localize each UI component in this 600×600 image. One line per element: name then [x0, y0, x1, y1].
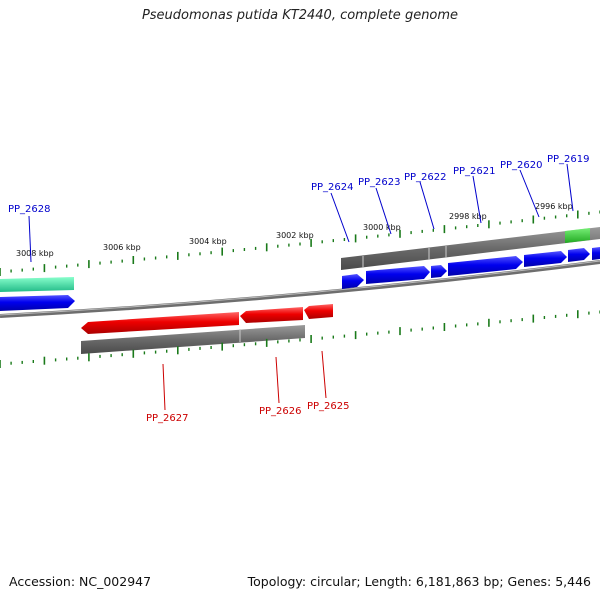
reverse-gene-leaders	[162, 350, 327, 411]
kbp-scale-labels: 3008 kbp 3006 kbp 3004 kbp 3002 kbp 3000…	[16, 202, 573, 258]
genome-summary-text: Topology: circular; Length: 6,181,863 bp…	[247, 574, 591, 589]
gene-arrow-pp2628	[0, 295, 75, 311]
kbp-label: 3002 kbp	[276, 231, 314, 240]
kbp-label: 3000 kbp	[363, 223, 401, 232]
gene-arrow-pp2626	[240, 307, 303, 323]
gene-label-pp2624: PP_2624	[311, 182, 354, 193]
gene-arrow-pp2625	[304, 304, 333, 319]
gene-label-pp2626: PP_2626	[259, 406, 302, 417]
gene-arrow-pp2620	[524, 251, 567, 267]
kbp-label: 2996 kbp	[535, 202, 573, 211]
gene-label-pp2623: PP_2623	[358, 177, 401, 188]
upper-tick-marks	[0, 210, 600, 276]
forward-gene-arrows	[0, 247, 600, 311]
rna-gene-green	[565, 228, 590, 243]
highlight-gene-bar	[0, 277, 74, 292]
gene-arrow-pp2624	[342, 274, 364, 289]
forward-strand-bar	[341, 227, 600, 270]
gene-arrow-pp2627	[81, 312, 239, 334]
kbp-label: 3004 kbp	[189, 237, 227, 246]
gene-arrow-pp2622	[431, 265, 447, 278]
gene-arrow-pp2621	[448, 256, 523, 276]
forward-gene-labels: PP_2628 PP_2624 PP_2623 PP_2622 PP_2621 …	[8, 154, 590, 215]
forward-gene-leaders	[28, 163, 574, 263]
gene-label-pp2625: PP_2625	[307, 401, 350, 412]
gene-label-pp2620: PP_2620	[500, 160, 543, 171]
map-title: Pseudomonas putida KT2440, complete geno…	[141, 8, 459, 23]
kbp-label: 3008 kbp	[16, 249, 54, 258]
gene-label-pp2628: PP_2628	[8, 204, 51, 215]
kbp-label: 2998 kbp	[449, 212, 487, 221]
gene-label-pp2621: PP_2621	[453, 166, 496, 177]
gene-label-pp2622: PP_2622	[404, 172, 447, 183]
reverse-gene-arrows	[81, 304, 333, 334]
lower-tick-marks	[0, 310, 600, 368]
gene-arrow-pp2623	[366, 266, 430, 284]
genome-backbone	[0, 260, 600, 318]
kbp-label: 3006 kbp	[103, 243, 141, 252]
gene-arrow-pp2619	[568, 248, 590, 262]
gene-label-pp2627: PP_2627	[146, 413, 189, 424]
reverse-gene-labels: PP_2627 PP_2626 PP_2625	[146, 401, 350, 424]
gene-label-pp2619: PP_2619	[547, 154, 590, 165]
reverse-strand-bar	[81, 325, 305, 354]
accession-text: Accession: NC_002947	[9, 574, 152, 589]
